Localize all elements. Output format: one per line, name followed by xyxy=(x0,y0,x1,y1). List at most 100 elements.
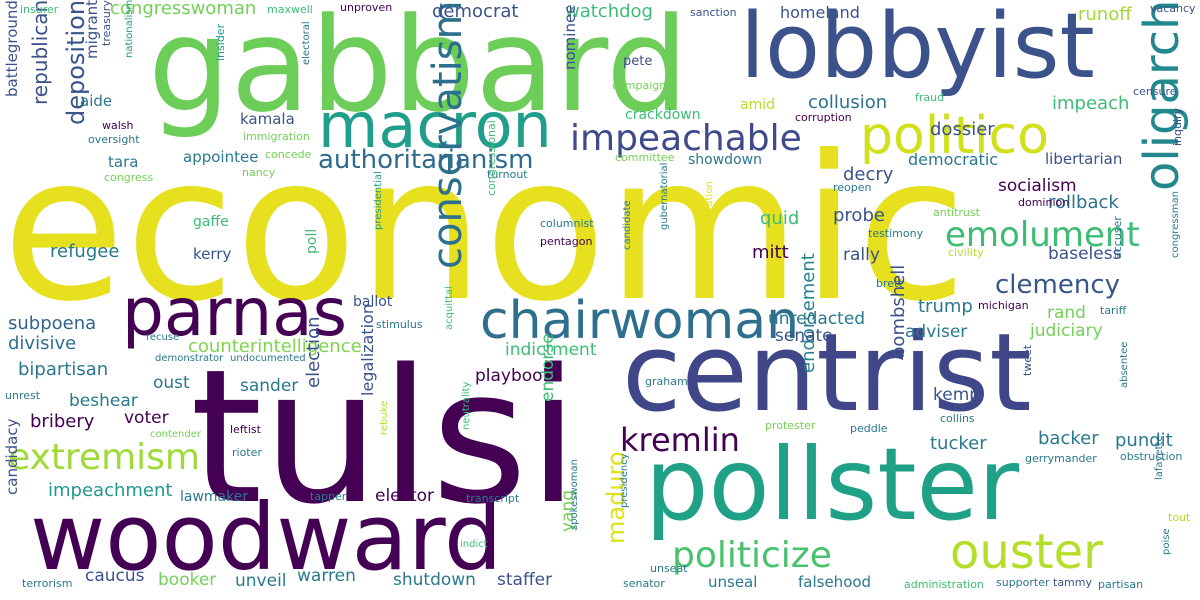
word-tulsi: tulsi xyxy=(190,329,579,545)
word-battleground: battleground xyxy=(3,0,21,97)
word-graham: graham xyxy=(645,375,688,388)
word-baseless: baseless xyxy=(1048,244,1122,264)
word-impeach: impeach xyxy=(1052,93,1130,114)
word-nancy: nancy xyxy=(242,166,276,179)
word-terrorism: terrorism xyxy=(22,577,73,590)
word-tara: tara xyxy=(108,153,139,171)
word-amid: amid xyxy=(740,97,775,113)
word-sanction: sanction xyxy=(690,6,737,19)
word-economic: economic xyxy=(2,113,967,346)
word-tammy: tammy xyxy=(1053,576,1092,589)
word-appointee: appointee xyxy=(183,148,259,166)
word-stimulus: stimulus xyxy=(376,318,423,331)
word-supporter: supporter xyxy=(996,576,1050,589)
word-rebuke: rebuke xyxy=(379,400,390,435)
word-demonstrator: demonstrator xyxy=(155,353,224,364)
word-senate: senate xyxy=(775,326,833,346)
word-trump: trump xyxy=(918,296,973,317)
word-kremlin: kremlin xyxy=(620,421,740,459)
word-unrest: unrest xyxy=(5,389,41,402)
word-divisive: divisive xyxy=(8,333,77,354)
word-testimony: testimony xyxy=(868,227,924,240)
word-partisan: partisan xyxy=(1098,578,1144,591)
word-libertarian: libertarian xyxy=(1045,150,1123,168)
word-civility: civility xyxy=(948,246,984,259)
word-maxwell: maxwell xyxy=(267,3,313,16)
word-unseal: unseal xyxy=(708,573,758,591)
word-senator: senator xyxy=(623,577,665,590)
word-endorse: endorse xyxy=(538,333,558,402)
word-pete: pete xyxy=(623,54,653,69)
word-columnist: columnist xyxy=(540,217,594,230)
word-watchdog: watchdog xyxy=(565,1,653,22)
word-bipartisan: bipartisan xyxy=(18,359,109,380)
word-tout: tout xyxy=(1168,511,1191,524)
word-accuser: accuser xyxy=(1111,216,1124,259)
word-ballot: ballot xyxy=(353,294,393,310)
word-censure: censure xyxy=(1133,85,1177,98)
word-playbook: playbook xyxy=(475,366,553,386)
word-committee: committee xyxy=(615,151,675,164)
word-conservatism: conservatism xyxy=(425,0,471,269)
word-adviser: adviser xyxy=(905,322,968,342)
word-authoritarianism: authoritarianism xyxy=(318,145,534,175)
word-turnout: turnout xyxy=(487,168,528,181)
word-rally: rally xyxy=(843,245,880,265)
word-oust: oust xyxy=(153,373,190,393)
word-gaffe: gaffe xyxy=(193,214,229,230)
word-centrist: centrist xyxy=(622,311,1032,436)
word-politicize: politicize xyxy=(672,535,832,576)
word-elector: elector xyxy=(375,486,435,506)
word-candidate: candidate xyxy=(622,200,633,250)
word-politico: politico xyxy=(860,106,1049,166)
word-spokeswoman: spokeswoman xyxy=(569,459,580,530)
word-lafayette: lafayette xyxy=(1154,435,1165,480)
word-candidacy: candidacy xyxy=(3,418,21,495)
word-presidency: presidency xyxy=(619,453,630,508)
word-woodward: woodward xyxy=(30,484,503,591)
word-clemency: clemency xyxy=(995,270,1120,300)
word-leftist: leftist xyxy=(230,423,261,436)
word-mitt: mitt xyxy=(752,242,789,263)
word-poll: poll xyxy=(304,228,320,254)
word-congresswoman: congresswoman xyxy=(110,0,257,19)
word-administration: administration xyxy=(904,578,984,591)
word-oversight: oversight xyxy=(88,133,140,146)
word-fraud: fraud xyxy=(915,91,945,104)
word-dominion: dominion xyxy=(1018,196,1070,209)
word-pentagon: pentagon xyxy=(540,235,593,248)
word-subpoena: subpoena xyxy=(8,313,97,334)
word-warren: warren xyxy=(297,566,356,586)
word-reopen: reopen xyxy=(833,181,872,194)
word-recuse: recuse xyxy=(146,332,180,343)
word-neutrality: neutrality xyxy=(461,381,472,430)
word-undocumented: undocumented xyxy=(230,353,306,364)
word-aide: aide xyxy=(80,92,113,110)
word-electoral: electoral xyxy=(301,21,312,65)
word-macron: macron xyxy=(318,89,552,162)
word-falsehood: falsehood xyxy=(798,573,872,591)
word-collins: collins xyxy=(940,412,975,425)
word-nationalism: nationalism xyxy=(124,0,135,59)
word-treasury: treasury xyxy=(100,0,113,46)
word-gubernatorial: gubernatorial xyxy=(659,162,670,230)
word-lobbyist: lobbyist xyxy=(740,0,1095,99)
word-kemp: kemp xyxy=(933,385,981,405)
word-bribery: bribery xyxy=(30,411,95,432)
word-caucus: caucus xyxy=(85,566,145,586)
word-rioter: rioter xyxy=(232,446,262,459)
word-acquittal: acquittal xyxy=(444,286,455,330)
word-ouster: ouster xyxy=(950,524,1103,580)
word-congressional: congressional xyxy=(485,120,498,196)
word-inquiry: inquiry xyxy=(1171,107,1184,146)
word-legalization: legalization xyxy=(358,304,377,396)
word-unproven: unproven xyxy=(340,1,393,14)
word-congress: congress xyxy=(104,171,154,184)
word-voter: voter xyxy=(124,408,169,428)
word-pundit: pundit xyxy=(1115,430,1173,451)
word-antitrust: antitrust xyxy=(933,206,980,219)
word-pollster: pollster xyxy=(645,426,1020,543)
word-campaign: campaign xyxy=(612,79,667,92)
word-brett: brett xyxy=(876,277,903,290)
